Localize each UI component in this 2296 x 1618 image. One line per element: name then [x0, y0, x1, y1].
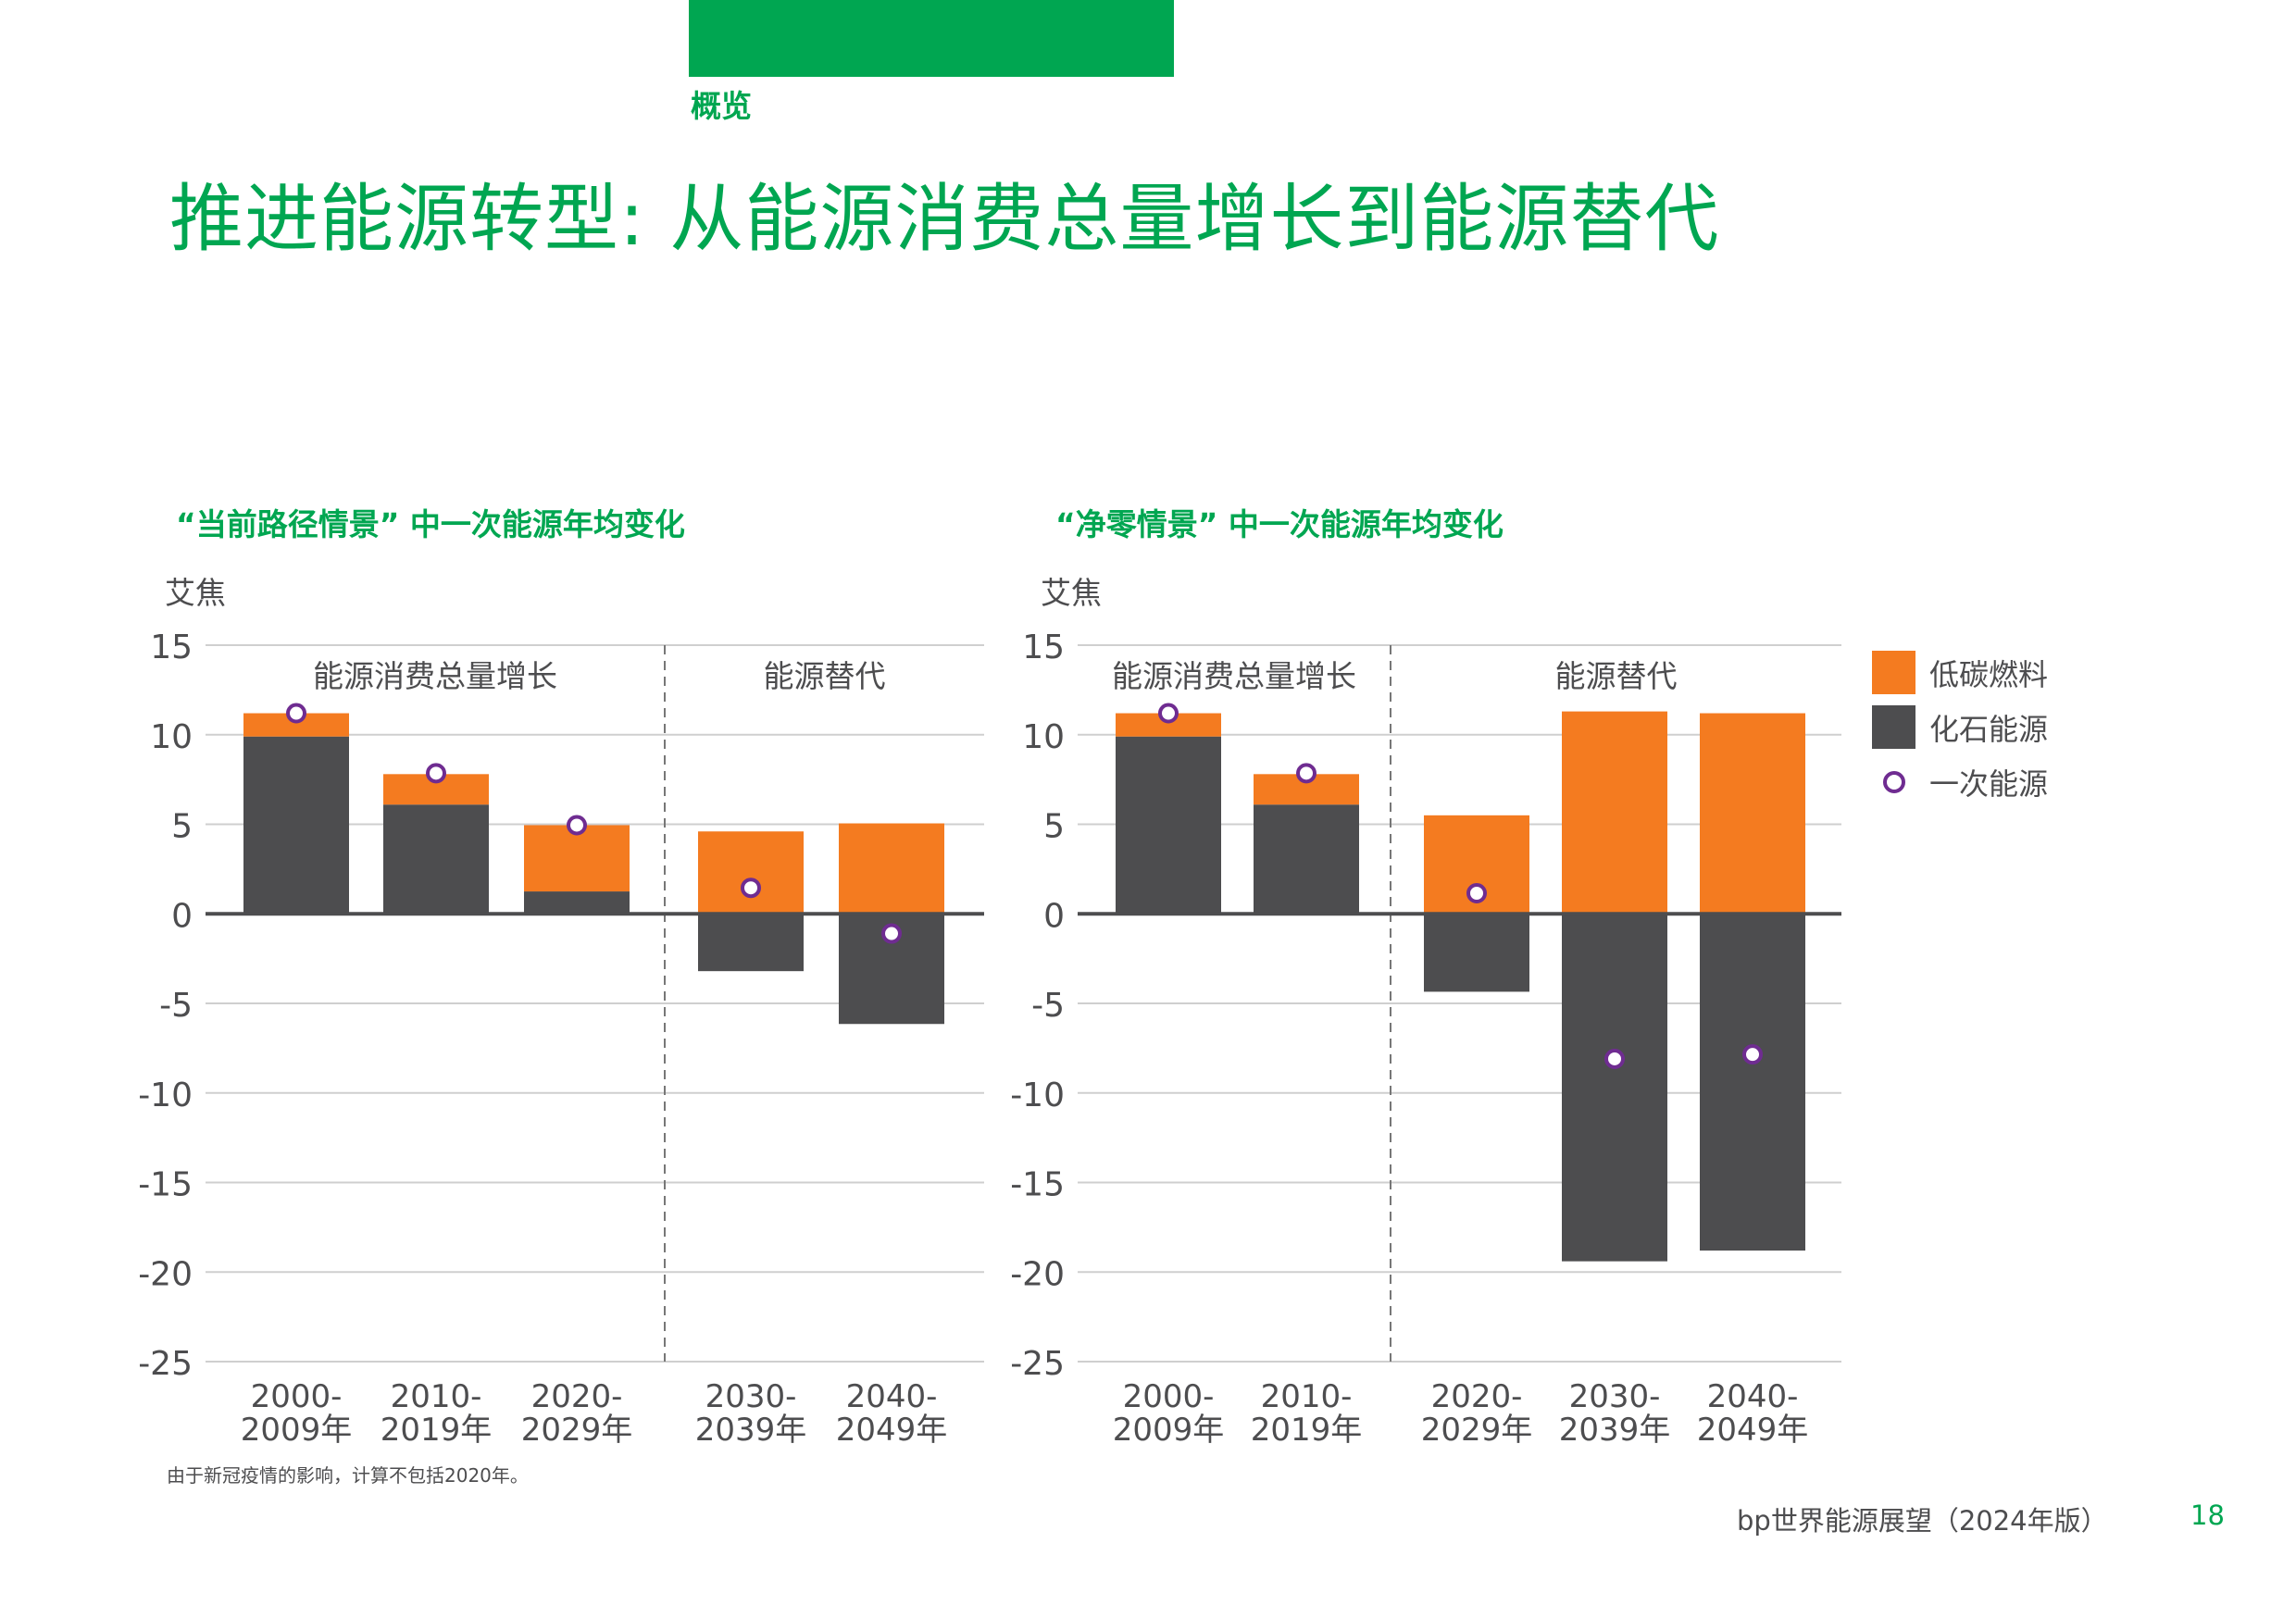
- legend-label: 低碳燃料: [1929, 656, 2049, 692]
- right-chart-title: “净零情景” 中一次能源年均变化: [1055, 506, 1504, 542]
- page-title: 推进能源转型: 从能源消费总量增长到能源替代: [169, 176, 1720, 262]
- y-tick-label: -10: [1010, 1077, 1065, 1114]
- x-tick-label: 2049年: [1697, 1412, 1809, 1449]
- x-tick-label: 2009年: [241, 1412, 353, 1449]
- x-tick-label: 2010-: [391, 1378, 482, 1415]
- primary-energy-marker: [1466, 882, 1487, 903]
- x-tick-label: 2000-: [251, 1378, 343, 1415]
- primary-energy-marker: [1296, 763, 1316, 784]
- x-tick-label: 2009年: [1113, 1412, 1225, 1449]
- y-tick-label: 10: [150, 718, 193, 756]
- x-tick-label: 2030-: [1569, 1378, 1661, 1415]
- low-carbon-swatch-icon: [1872, 651, 1915, 694]
- x-tick-label: 2040-: [846, 1378, 938, 1415]
- x-tick-label: 2029年: [1421, 1412, 1533, 1449]
- y-tick-label: -15: [1010, 1166, 1065, 1204]
- y-tick-label: -20: [138, 1255, 193, 1293]
- fossil-bar: [1254, 804, 1359, 915]
- x-tick-label: 2000-: [1123, 1378, 1215, 1415]
- x-tick-label: 2019年: [381, 1412, 493, 1449]
- low-carbon-bar: [1562, 711, 1667, 915]
- y-tick-label: 5: [171, 808, 193, 846]
- legend: 低碳燃料 化石能源 一次能源: [1872, 645, 2048, 809]
- primary-energy-marker: [881, 923, 902, 944]
- primary-energy-marker: [741, 877, 761, 899]
- section-label: 能源替代: [764, 658, 886, 694]
- y-tick-label: -25: [138, 1345, 193, 1383]
- legend-item-fossil: 化石能源: [1872, 700, 2048, 754]
- x-tick-label: 2049年: [836, 1412, 948, 1449]
- legend-item-primary-energy: 一次能源: [1872, 754, 2048, 809]
- fossil-swatch-icon: [1872, 705, 1915, 749]
- y-tick-label: -20: [1010, 1255, 1065, 1293]
- low-carbon-bar: [698, 831, 804, 915]
- legend-item-low-carbon: 低碳燃料: [1872, 645, 2048, 700]
- x-tick-label: 2010-: [1261, 1378, 1353, 1415]
- fossil-bar: [243, 736, 349, 915]
- y-tick-label: -5: [1031, 987, 1065, 1025]
- section-label: 能源消费总量增长: [1112, 658, 1356, 694]
- legend-label: 一次能源: [1929, 765, 2049, 802]
- section-label: 能源替代: [1555, 658, 1678, 694]
- primary-energy-marker: [1158, 703, 1179, 724]
- net-zero-chart: 15 10 5 0 -5 -10 -15 -20 -25 能源消费总量增长 能源替代 2000-200…: [1010, 629, 1841, 1449]
- left-chart-unit: 艾焦: [165, 575, 226, 611]
- fossil-bar: [698, 914, 804, 972]
- x-tick-label: 2039年: [695, 1412, 807, 1449]
- fossil-bar: [1116, 736, 1221, 915]
- y-tick-label: -5: [159, 987, 193, 1025]
- x-tick-label: 2020-: [1431, 1378, 1523, 1415]
- y-tick-label: 0: [1043, 897, 1065, 935]
- primary-energy-marker: [567, 815, 587, 836]
- x-tick-label: 2029年: [521, 1412, 633, 1449]
- circle-marker-icon: [1872, 760, 1915, 803]
- primary-energy-marker: [286, 703, 306, 724]
- fossil-bar: [1424, 914, 1529, 992]
- x-tick-label: 2019年: [1251, 1412, 1363, 1449]
- y-tick-label: 0: [171, 897, 193, 935]
- left-chart-title: “当前路径情景” 中一次能源年均变化: [176, 506, 685, 542]
- x-tick-label: 2039年: [1559, 1412, 1671, 1449]
- y-tick-label: -25: [1010, 1345, 1065, 1383]
- y-tick-label: 15: [150, 629, 193, 666]
- y-tick-label: 5: [1043, 808, 1065, 846]
- primary-energy-marker: [1604, 1048, 1625, 1069]
- fossil-bar: [383, 804, 489, 915]
- fossil-bar: [1562, 914, 1667, 1262]
- footer-brand: bp世界能源展望（2024年版）: [1737, 1505, 2108, 1537]
- current-trajectory-chart: 15 10 5 0 -5 -10 -15 -20 -25 能源消费总量增长 能源替代 2000-200…: [138, 629, 984, 1449]
- legend-label: 化石能源: [1929, 711, 2049, 747]
- x-tick-label: 2040-: [1707, 1378, 1799, 1415]
- y-tick-label: -10: [138, 1077, 193, 1114]
- footnote: 由于新冠疫情的影响，计算不包括2020年。: [167, 1464, 529, 1487]
- x-tick-label: 2030-: [705, 1378, 797, 1415]
- fossil-bar: [1700, 914, 1805, 1251]
- x-tick-label: 2020-: [531, 1378, 623, 1415]
- y-tick-label: -15: [138, 1166, 193, 1204]
- low-carbon-bar: [1700, 713, 1805, 915]
- section-color-bar: [689, 0, 1174, 77]
- low-carbon-bar: [839, 823, 944, 915]
- section-tag: 概览: [691, 88, 752, 124]
- fossil-bar: [524, 891, 630, 915]
- y-tick-label: 10: [1022, 718, 1065, 756]
- y-tick-label: 15: [1022, 629, 1065, 666]
- primary-energy-marker: [1742, 1044, 1763, 1065]
- low-carbon-bar: [524, 825, 630, 892]
- page-number: 18: [2190, 1500, 2225, 1531]
- right-chart-unit: 艾焦: [1041, 575, 1102, 611]
- section-label: 能源消费总量增长: [313, 658, 557, 694]
- primary-energy-marker: [426, 763, 446, 784]
